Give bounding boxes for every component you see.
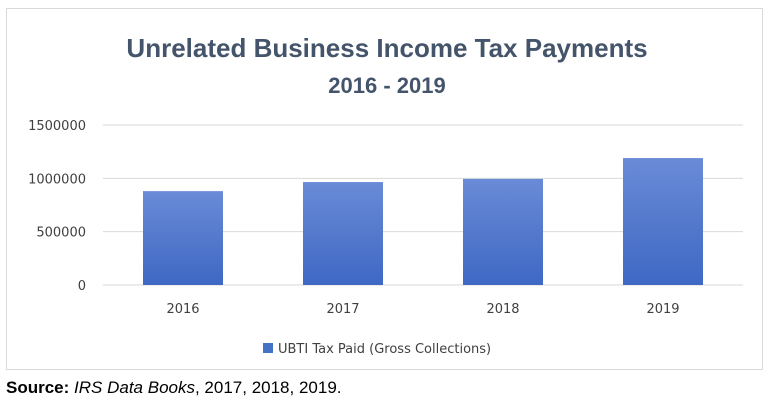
bar-chart: Unrelated Business Income Tax Payments 2…	[28, 33, 743, 357]
chart-title: Unrelated Business Income Tax Payments	[126, 33, 647, 63]
y-tick-label: 1000000	[28, 172, 86, 187]
y-tick-label: 1500000	[28, 119, 86, 134]
bar-2016	[143, 191, 223, 285]
bar-2019	[623, 158, 703, 285]
x-tick-label: 2016	[166, 302, 199, 317]
x-tick-label: 2018	[486, 302, 519, 317]
bars	[143, 158, 703, 285]
bar-2017	[303, 182, 383, 285]
source-book: IRS Data Books	[74, 378, 195, 397]
source-years: , 2017, 2018, 2019.	[194, 378, 342, 397]
y-tick-label: 0	[78, 279, 86, 294]
chart-frame: Unrelated Business Income Tax Payments 2…	[6, 8, 763, 370]
source-label: Source:	[6, 378, 70, 397]
x-tick-label: 2017	[326, 302, 359, 317]
legend: UBTI Tax Paid (Gross Collections)	[263, 342, 491, 357]
source-citation: Source: IRS Data Books, 2017, 2018, 2019…	[6, 378, 342, 398]
bar-2018	[463, 178, 543, 285]
legend-label: UBTI Tax Paid (Gross Collections)	[278, 342, 491, 357]
chart-subtitle: 2016 - 2019	[328, 73, 445, 98]
x-tick-label: 2019	[646, 302, 679, 317]
y-axis-ticks: 0 500000 1000000 1500000	[28, 119, 86, 294]
x-axis-ticks: 2016 2017 2018 2019	[166, 302, 679, 317]
legend-swatch	[263, 343, 273, 353]
y-tick-label: 500000	[36, 226, 86, 241]
